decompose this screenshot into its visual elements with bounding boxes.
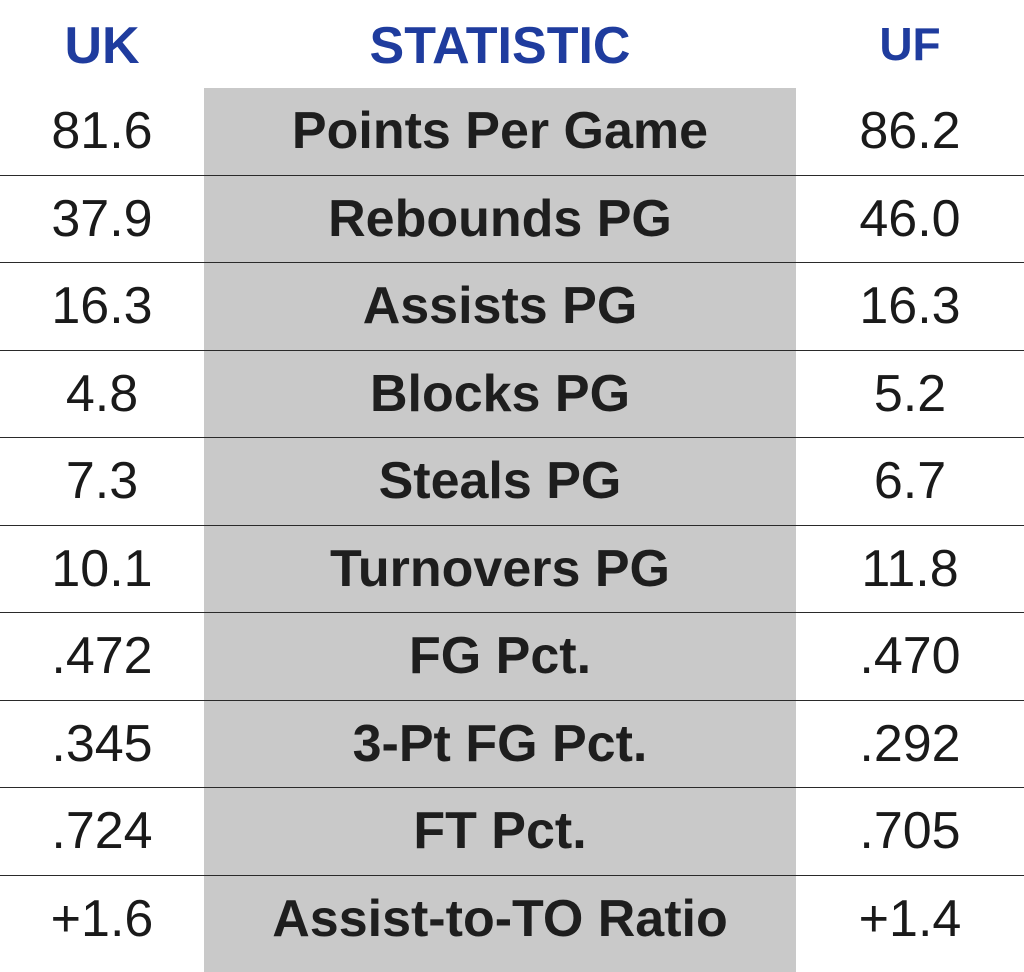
statistic-label: Turnovers PG — [329, 539, 670, 598]
uk-value: 10.1 — [51, 539, 153, 598]
uk-value: 16.3 — [51, 277, 153, 336]
uk-value: 81.6 — [51, 102, 153, 161]
uf-value: .470 — [859, 627, 961, 686]
table-row: 7.3 Steals PG 6.7 — [0, 438, 1024, 526]
uk-value: .724 — [51, 802, 153, 861]
uk-value: +1.6 — [50, 890, 154, 949]
header-uf: UF — [879, 18, 941, 70]
statistic-column-band — [204, 88, 796, 972]
stats-table: 81.6 Points Per Game 86.2 37.9 Rebounds … — [0, 88, 1024, 963]
table-row: +1.6 Assist-to-TO Ratio +1.4 — [0, 876, 1024, 964]
statistic-label: 3-Pt FG Pct. — [352, 714, 648, 773]
table-row: 16.3 Assists PG 16.3 — [0, 263, 1024, 351]
uf-value: 6.7 — [873, 452, 947, 511]
uf-value: 46.0 — [859, 189, 961, 248]
table-row: 81.6 Points Per Game 86.2 — [0, 88, 1024, 176]
statistic-label: Assist-to-TO Ratio — [272, 890, 728, 949]
table-row: 10.1 Turnovers PG 11.8 — [0, 526, 1024, 613]
uf-value: +1.4 — [858, 890, 962, 949]
header-statistic: STATISTIC — [369, 17, 631, 75]
statistic-label: FT Pct. — [413, 802, 587, 861]
table-row: .472 FG Pct. .470 — [0, 613, 1024, 701]
statistic-label: Rebounds PG — [328, 189, 672, 248]
uf-value: 5.2 — [873, 364, 947, 423]
uk-value: .345 — [51, 714, 153, 773]
uf-value: 16.3 — [859, 277, 961, 336]
uf-value: .705 — [859, 802, 961, 861]
table-row: 37.9 Rebounds PG 46.0 — [0, 176, 1024, 263]
uk-value: 4.8 — [65, 364, 139, 423]
statistic-label: Steals PG — [378, 452, 622, 511]
statistic-label: Assists PG — [362, 277, 638, 336]
header-uk: UK — [64, 17, 140, 75]
table-row: .724 FT Pct. .705 — [0, 788, 1024, 876]
statistic-label: FG Pct. — [408, 627, 592, 686]
uk-value: 37.9 — [51, 189, 153, 248]
statistic-label: Blocks PG — [369, 364, 631, 423]
uk-value: .472 — [51, 627, 153, 686]
table-row: .345 3-Pt FG Pct. .292 — [0, 701, 1024, 788]
table-row: 4.8 Blocks PG 5.2 — [0, 351, 1024, 438]
uk-value: 7.3 — [65, 452, 139, 511]
uf-value: 11.8 — [861, 539, 959, 598]
uf-value: .292 — [859, 714, 961, 773]
uf-value: 86.2 — [859, 102, 961, 161]
table-header: UK STATISTIC UF — [0, 0, 1024, 88]
statistic-label: Points Per Game — [291, 102, 709, 161]
